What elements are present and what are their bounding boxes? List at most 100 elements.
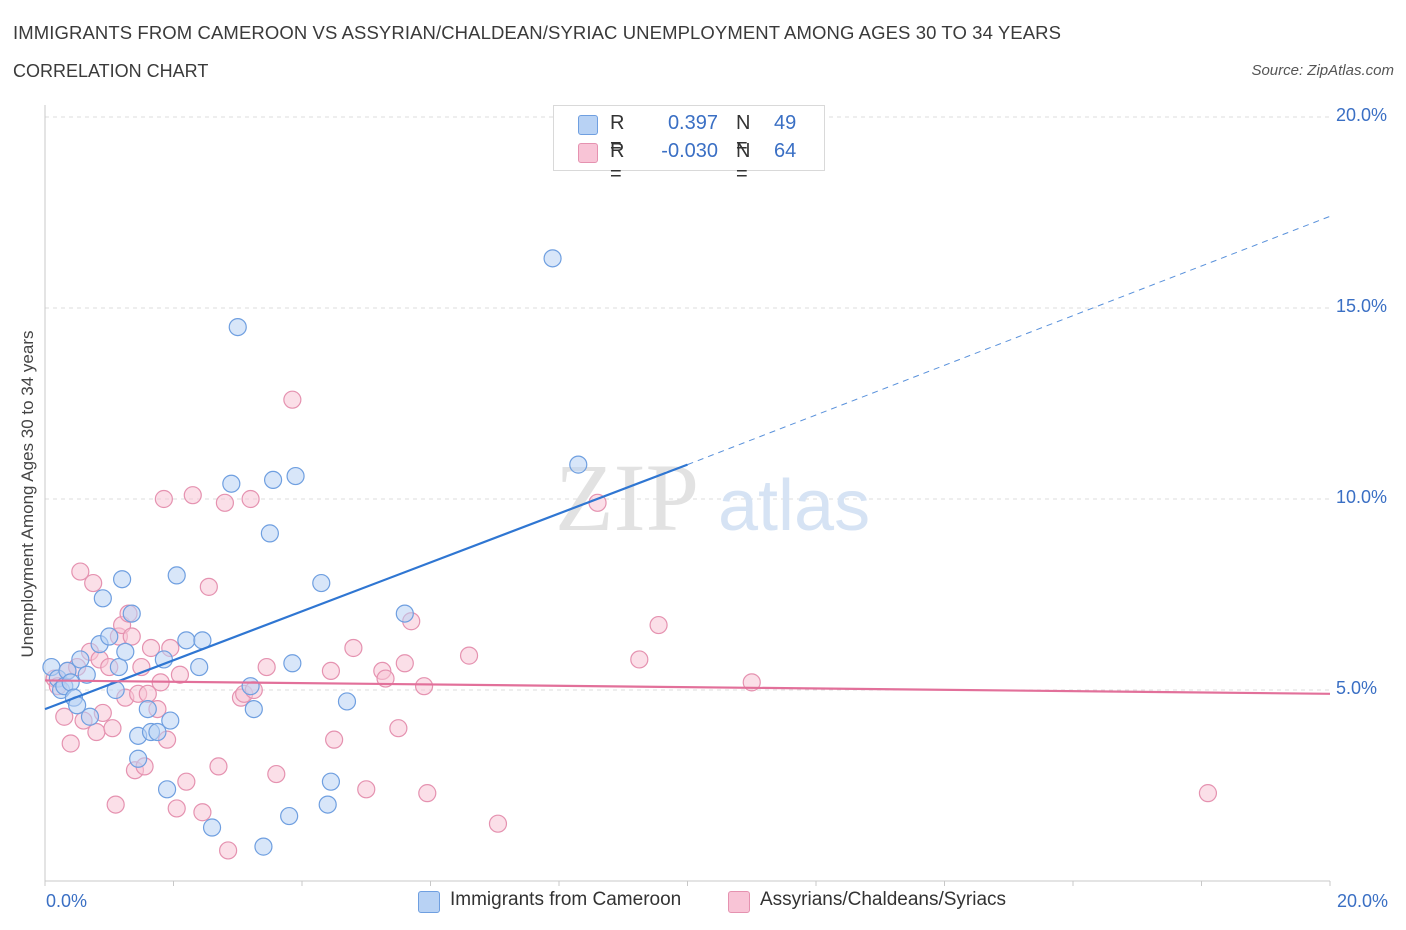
cameroon-point-33	[228, 318, 247, 337]
cameroon-point-36	[254, 837, 273, 856]
trendlines	[44, 215, 1331, 711]
assyrians-point-60	[488, 814, 508, 833]
r-label: R =	[610, 112, 625, 157]
y-tick-label-2: 15.0%	[1336, 296, 1388, 316]
cameroon-point-40	[283, 654, 302, 673]
cameroon-point-47	[543, 249, 562, 268]
watermark-atlas: atlas	[718, 466, 870, 546]
cameroon-point-34	[241, 677, 260, 696]
assyrians-point-9	[84, 573, 103, 593]
assyrians-point-59	[459, 646, 479, 665]
assyrians-point-53	[376, 669, 395, 688]
axes	[44, 105, 1331, 886]
assyrians-point-2	[55, 707, 74, 726]
stats-legend: R = 0.397 N = 49 R = -0.030 N = 64	[553, 105, 825, 185]
cameroon-point-44	[321, 772, 341, 791]
legend-swatch-blue	[418, 891, 440, 913]
cameroon-point-48	[569, 455, 588, 474]
assyrians-point-15	[106, 795, 125, 814]
assyrians-trendline	[44, 679, 1331, 695]
cameroon-trendline-extension	[687, 215, 1331, 466]
assyrians-point-35	[183, 486, 202, 505]
assyrians-point-37	[199, 577, 218, 596]
cameroon-point-17	[116, 642, 135, 661]
y-tick-label-0: 5.0%	[1336, 678, 1378, 698]
assyrians-point-6	[71, 562, 90, 581]
x-tick-label-min: 0.0%	[46, 891, 88, 911]
cameroon-point-29	[190, 657, 209, 677]
assyrians-point-10	[87, 722, 106, 742]
assyrians-point-46	[267, 764, 286, 784]
assyrians-point-34	[177, 772, 196, 791]
cameroon-point-15	[109, 657, 128, 677]
legend-label-assyrians: Assyrians/Chaldeans/Syriacs	[760, 889, 1007, 910]
chart-title: IMMIGRANTS FROM CAMEROON VS ASSYRIAN/CHA…	[13, 22, 1062, 43]
assyrians-point-65	[1198, 784, 1218, 803]
assyrians-point-58	[418, 784, 437, 803]
cameroon-point-42	[312, 573, 331, 593]
assyrians-point-43	[241, 489, 260, 509]
cameroon-point-32	[222, 474, 241, 493]
r-value: -0.030	[661, 140, 718, 162]
x-tick-label-max: 20.0%	[1337, 891, 1389, 911]
cameroon-point-26	[161, 711, 180, 730]
cameroon-point-37	[260, 524, 279, 543]
assyrians-point-36	[193, 803, 212, 822]
assyrians-point-57	[414, 677, 434, 696]
assyrians-point-64	[742, 673, 761, 692]
cameroon-point-5	[61, 673, 80, 692]
cameroon-point-25	[157, 780, 177, 799]
assyrians-point-55	[395, 654, 414, 673]
series-cameroon-points	[42, 249, 588, 856]
cameroon-point-13	[100, 627, 119, 646]
r-value: 0.397	[667, 112, 718, 134]
legend-swatch-pink	[578, 143, 598, 163]
assyrians-point-32	[167, 799, 186, 818]
r-label: R =	[610, 140, 625, 185]
y-axis-label: Unemployment Among Ages 30 to 34 years	[18, 330, 37, 658]
cameroon-point-46	[395, 604, 414, 623]
assyrians-point-54	[389, 719, 408, 738]
assyrians-point-20	[122, 627, 141, 646]
n-value: 49	[774, 112, 797, 134]
cameroon-point-35	[244, 699, 263, 719]
cameroon-trendline	[44, 463, 688, 711]
cameroon-point-18	[122, 604, 141, 623]
legend-label-cameroon: Immigrants from Cameroon	[450, 889, 682, 910]
cameroon-point-12	[93, 589, 112, 608]
assyrians-point-26	[141, 638, 161, 658]
y-tick-label-1: 10.0%	[1336, 487, 1388, 507]
n-label: N =	[736, 140, 751, 185]
source-credit: Source: ZipAtlas.com	[1251, 62, 1394, 79]
cameroon-point-27	[167, 566, 186, 585]
cameroon-point-31	[202, 818, 222, 837]
chart-subtitle: CORRELATION CHART	[13, 61, 209, 81]
assyrians-point-14	[103, 719, 122, 738]
legend-swatch-pink	[728, 891, 750, 913]
assyrians-point-48	[321, 661, 341, 681]
assyrians-point-29	[154, 489, 173, 509]
cameroon-point-45	[337, 692, 357, 711]
cameroon-point-16	[112, 570, 132, 589]
legend-swatch-blue	[578, 115, 598, 135]
cameroon-point-43	[318, 795, 337, 814]
assyrians-point-47	[283, 390, 302, 409]
cameroon-point-10	[80, 707, 100, 726]
cameroon-point-8	[71, 650, 90, 669]
watermark: ZIP atlas	[555, 444, 870, 551]
y-tick-label-3: 20.0%	[1336, 105, 1388, 125]
assyrians-point-50	[344, 638, 363, 658]
cameroon-point-38	[263, 470, 283, 489]
cameroon-point-9	[77, 665, 96, 684]
assyrians-point-38	[209, 757, 228, 776]
assyrians-point-4	[61, 734, 80, 753]
assyrians-point-63	[649, 615, 668, 635]
n-value: 64	[774, 140, 797, 162]
cameroon-point-20	[129, 749, 148, 768]
assyrians-point-33	[170, 665, 190, 684]
assyrians-point-45	[257, 657, 276, 677]
cameroon-point-21	[138, 699, 157, 719]
cameroon-point-41	[286, 466, 305, 486]
cameroon-point-24	[154, 650, 173, 669]
